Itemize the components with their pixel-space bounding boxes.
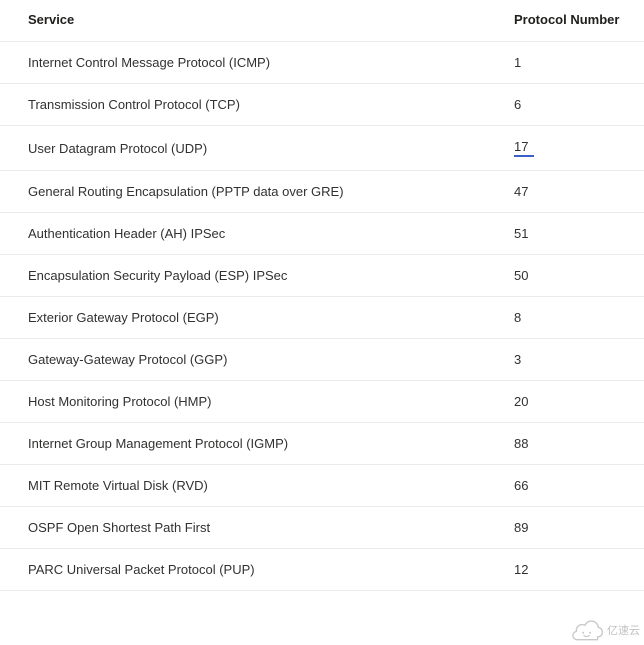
watermark-text: 亿速云 [607, 622, 640, 638]
cell-protocol: 20 [514, 381, 644, 423]
cell-protocol: 6 [514, 84, 644, 126]
table-row[interactable]: PARC Universal Packet Protocol (PUP)12 [0, 549, 644, 591]
table-row[interactable]: Exterior Gateway Protocol (EGP)8 [0, 297, 644, 339]
column-header-service[interactable]: Service [0, 0, 514, 42]
protocol-table: Service Protocol Number Internet Control… [0, 0, 644, 591]
table-row[interactable]: Encapsulation Security Payload (ESP) IPS… [0, 255, 644, 297]
cell-protocol: 1 [514, 42, 644, 84]
table-row[interactable]: Transmission Control Protocol (TCP)6 [0, 84, 644, 126]
cell-service: Authentication Header (AH) IPSec [0, 213, 514, 255]
table-row[interactable]: Gateway-Gateway Protocol (GGP)3 [0, 339, 644, 381]
cell-protocol: 3 [514, 339, 644, 381]
cell-service: Gateway-Gateway Protocol (GGP) [0, 339, 514, 381]
cell-protocol: 47 [514, 171, 644, 213]
table-row[interactable]: Authentication Header (AH) IPSec51 [0, 213, 644, 255]
cell-service: Transmission Control Protocol (TCP) [0, 84, 514, 126]
table-row[interactable]: OSPF Open Shortest Path First89 [0, 507, 644, 549]
highlighted-value: 17 [514, 139, 534, 157]
cell-protocol: 50 [514, 255, 644, 297]
table-row[interactable]: Host Monitoring Protocol (HMP)20 [0, 381, 644, 423]
table-body: Internet Control Message Protocol (ICMP)… [0, 42, 644, 591]
cell-service: Internet Control Message Protocol (ICMP) [0, 42, 514, 84]
column-header-protocol[interactable]: Protocol Number [514, 0, 644, 42]
cell-service: User Datagram Protocol (UDP) [0, 126, 514, 171]
table-row[interactable]: Internet Group Management Protocol (IGMP… [0, 423, 644, 465]
table-row[interactable]: General Routing Encapsulation (PPTP data… [0, 171, 644, 213]
cloud-icon [571, 619, 605, 641]
cell-service: Encapsulation Security Payload (ESP) IPS… [0, 255, 514, 297]
cell-service: PARC Universal Packet Protocol (PUP) [0, 549, 514, 591]
cell-service: Host Monitoring Protocol (HMP) [0, 381, 514, 423]
cell-protocol: 88 [514, 423, 644, 465]
cell-service: Exterior Gateway Protocol (EGP) [0, 297, 514, 339]
table-row[interactable]: Internet Control Message Protocol (ICMP)… [0, 42, 644, 84]
cell-protocol: 17 [514, 126, 644, 171]
table-header-row: Service Protocol Number [0, 0, 644, 42]
cell-protocol: 66 [514, 465, 644, 507]
protocol-table-container: Service Protocol Number Internet Control… [0, 0, 644, 591]
cell-protocol: 89 [514, 507, 644, 549]
cell-service: Internet Group Management Protocol (IGMP… [0, 423, 514, 465]
table-row[interactable]: User Datagram Protocol (UDP)17 [0, 126, 644, 171]
cell-protocol: 8 [514, 297, 644, 339]
watermark: 亿速云 [571, 619, 640, 641]
cell-protocol: 12 [514, 549, 644, 591]
cell-service: General Routing Encapsulation (PPTP data… [0, 171, 514, 213]
cell-protocol: 51 [514, 213, 644, 255]
table-row[interactable]: MIT Remote Virtual Disk (RVD)66 [0, 465, 644, 507]
cell-service: MIT Remote Virtual Disk (RVD) [0, 465, 514, 507]
cell-service: OSPF Open Shortest Path First [0, 507, 514, 549]
